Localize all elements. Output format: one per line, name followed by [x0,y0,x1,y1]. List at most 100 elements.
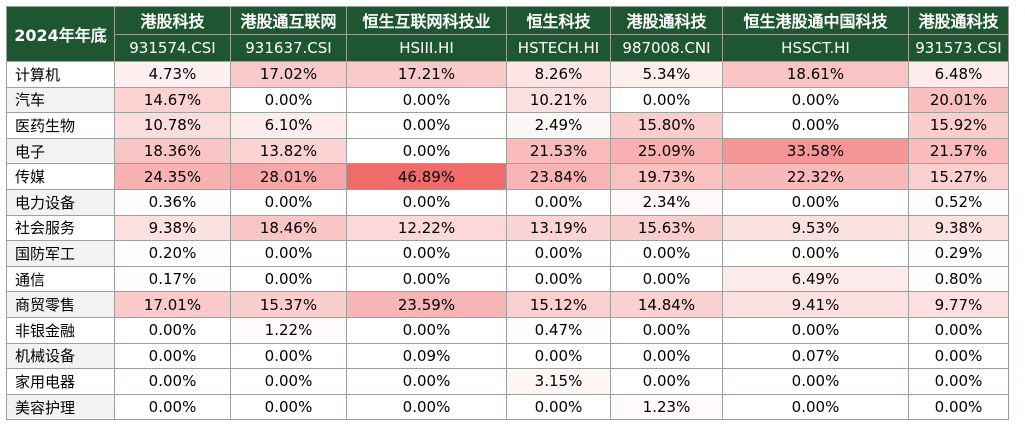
column-code-4: HSTECH.HI [506,33,611,62]
heatmap-cell: 13.82% [230,137,347,165]
heatmap-cell: 15.63% [610,214,723,242]
heatmap-cell: 0.00% [230,188,347,216]
heatmap-cell: 0.00% [114,368,231,395]
heatmap-cell: 6.48% [908,61,1009,88]
table-row: 非银金融 0.00% 1.22% 0.00% 0.47% 0.00% 0.00% 0.00% [6,316,1009,344]
table-row: 医药生物 10.78% 6.10% 0.00% 2.49% 15.80% 0.00% 15.9… [6,112,1009,139]
heatmap-cell: 0.09% [346,342,507,370]
column-name-3: 恒生互联网科技业 [346,6,507,35]
heatmap-cell: 10.21% [506,86,611,114]
heatmap-cell: 20.01% [908,86,1009,114]
heatmap-cell: 15.37% [230,291,347,318]
heatmap-cell: 0.00% [610,342,723,370]
table-row: 美容护理 0.00% 0.00% 0.00% 0.00% 1.23% 0.00% 0.00% [6,393,1009,421]
heatmap-cell: 3.15% [506,368,611,395]
heatmap-cell: 0.80% [908,265,1009,293]
heatmap-cell: 14.84% [610,291,723,318]
heatmap-cell: 0.00% [908,342,1009,370]
heatmap-cell: 0.17% [114,265,231,293]
heatmap-cell: 0.00% [230,86,347,114]
row-label-sector: 国防军工 [6,240,115,267]
heatmap-cell: 0.00% [346,112,507,139]
row-label-sector: 医药生物 [6,112,115,139]
heatmap-cell: 8.26% [506,61,611,88]
column-name-4: 恒生科技 [506,6,611,35]
column-name-2: 港股通互联网 [230,6,347,35]
heatmap-cell: 0.00% [346,368,507,395]
row-label-sector: 商贸零售 [6,291,115,318]
table-row: 国防军工 0.20% 0.00% 0.00% 0.00% 0.00% 0.00% 0.29% [6,240,1009,267]
heatmap-cell: 17.01% [114,291,231,318]
heatmap-cell: 0.00% [230,393,347,421]
heatmap-cell: 15.92% [908,112,1009,139]
heatmap-cell: 6.49% [722,265,909,293]
heatmap-cell: 18.46% [230,214,347,242]
row-label-sector: 传媒 [6,163,115,190]
heatmap-cell: 23.59% [346,291,507,318]
heatmap-cell: 17.02% [230,61,347,88]
heatmap-cell: 0.00% [346,265,507,293]
row-label-sector: 通信 [6,265,115,293]
row-label-sector: 社会服务 [6,214,115,242]
heatmap-cell: 0.00% [114,316,231,344]
heatmap-cell: 0.00% [114,393,231,421]
column-code-6: HSSCT.HI [722,33,909,62]
heatmap-cell: 15.80% [610,112,723,139]
heatmap-cell: 0.00% [610,86,723,114]
heatmap-cell: 0.00% [230,342,347,370]
row-label-sector: 非银金融 [6,316,115,344]
heatmap-cell: 13.19% [506,214,611,242]
row-label-sector: 计算机 [6,61,115,88]
heatmap-cell: 0.00% [506,265,611,293]
heatmap-cell: 18.36% [114,137,231,165]
heatmap-cell: 2.34% [610,188,723,216]
column-name-5: 港股通科技 [610,6,723,35]
heatmap-cell: 0.00% [506,188,611,216]
column-code-1: 931574.CSI [114,33,231,62]
heatmap-cell: 2.49% [506,112,611,139]
row-label-sector: 电子 [6,137,115,165]
heatmap-cell: 46.89% [346,163,507,190]
heatmap-cell: 4.73% [114,61,231,88]
heatmap-cell: 25.09% [610,137,723,165]
heatmap-cell: 28.01% [230,163,347,190]
row-label-sector: 汽车 [6,86,115,114]
heatmap-cell: 18.61% [722,61,909,88]
heatmap-cell: 0.00% [506,342,611,370]
heatmap-cell: 9.38% [908,214,1009,242]
heatmap-cell: 12.22% [346,214,507,242]
heatmap-cell: 0.00% [230,240,347,267]
corner-header: 2024年年底 [6,6,115,62]
heatmap-cell: 0.00% [722,188,909,216]
industry-weight-table: 2024年年底 港股科技 港股通互联网 恒生互联网科技业 恒生科技 港股通科技 … [6,6,1009,421]
heatmap-cell: 5.34% [610,61,723,88]
column-name-6: 恒生港股通中国科技 [722,6,909,35]
column-name-7: 港股通科技 [908,6,1009,35]
table-row: 社会服务 9.38% 18.46% 12.22% 13.19% 15.63% 9.53% 9.… [6,214,1009,242]
column-name-1: 港股科技 [114,6,231,35]
column-code-7: 931573.CSI [908,33,1009,62]
heatmap-cell: 6.10% [230,112,347,139]
heatmap-cell: 0.00% [722,368,909,395]
heatmap-cell: 9.38% [114,214,231,242]
heatmap-cell: 15.27% [908,163,1009,190]
heatmap-cell: 0.00% [610,265,723,293]
table-row: 传媒 24.35% 28.01% 46.89% 23.84% 19.73% 22.32% 15… [6,163,1009,190]
heatmap-cell: 0.00% [346,240,507,267]
table-row: 机械设备 0.00% 0.00% 0.09% 0.00% 0.00% 0.07% 0.00% [6,342,1009,370]
heatmap-cell: 17.21% [346,61,507,88]
table-row: 电力设备 0.36% 0.00% 0.00% 0.00% 2.34% 0.00% 0.52% [6,188,1009,216]
heatmap-cell: 0.00% [506,393,611,421]
heatmap-cell: 1.22% [230,316,347,344]
heatmap-cell: 0.00% [346,86,507,114]
heatmap-cell: 0.00% [908,316,1009,344]
table-row: 汽车 14.67% 0.00% 0.00% 10.21% 0.00% 0.00% 20.01% [6,86,1009,114]
row-label-sector: 电力设备 [6,188,115,216]
column-code-3: HSIII.HI [346,33,507,62]
heatmap-cell: 0.52% [908,188,1009,216]
heatmap-cell: 10.78% [114,112,231,139]
heatmap-cell: 0.00% [610,368,723,395]
heatmap-cell: 0.36% [114,188,231,216]
table-row: 电子 18.36% 13.82% 0.00% 21.53% 25.09% 33.58% 21.… [6,137,1009,165]
heatmap-cell: 33.58% [722,137,909,165]
